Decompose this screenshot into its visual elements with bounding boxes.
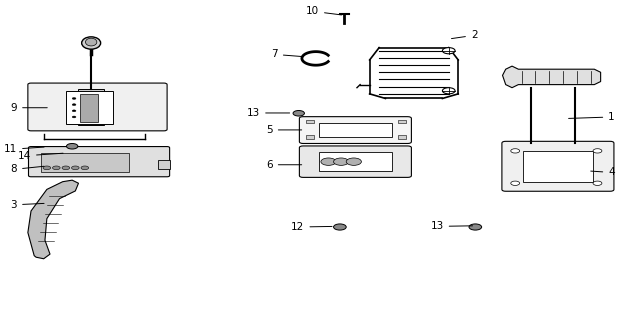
Circle shape	[72, 104, 76, 105]
Text: 6: 6	[266, 160, 301, 170]
FancyBboxPatch shape	[29, 146, 170, 177]
Text: 11: 11	[4, 144, 44, 154]
Circle shape	[62, 166, 70, 170]
Circle shape	[72, 110, 76, 112]
Ellipse shape	[86, 38, 97, 46]
Circle shape	[321, 158, 336, 165]
FancyBboxPatch shape	[28, 83, 167, 131]
Bar	[370, 48, 452, 100]
Circle shape	[442, 48, 455, 54]
Circle shape	[72, 166, 79, 170]
Circle shape	[81, 166, 88, 170]
FancyBboxPatch shape	[502, 141, 614, 191]
Bar	[40, 153, 129, 172]
Circle shape	[43, 166, 51, 170]
Bar	[66, 91, 113, 124]
FancyBboxPatch shape	[300, 146, 412, 177]
Text: 12: 12	[291, 222, 332, 232]
Text: 13: 13	[431, 221, 472, 231]
Circle shape	[72, 116, 76, 118]
Ellipse shape	[82, 37, 100, 49]
Text: 10: 10	[306, 6, 342, 16]
Polygon shape	[28, 180, 79, 259]
Text: 3: 3	[10, 200, 44, 210]
Circle shape	[333, 224, 346, 230]
Circle shape	[511, 149, 520, 153]
Circle shape	[52, 166, 60, 170]
Text: 14: 14	[18, 151, 63, 161]
Bar	[524, 151, 593, 182]
Text: 1: 1	[568, 112, 615, 122]
Circle shape	[67, 143, 78, 149]
Bar	[307, 120, 314, 123]
Circle shape	[593, 181, 602, 185]
Circle shape	[333, 158, 349, 165]
Polygon shape	[502, 66, 600, 88]
Bar	[319, 123, 392, 137]
Bar	[398, 120, 406, 123]
Text: 13: 13	[247, 108, 290, 118]
Text: 5: 5	[266, 125, 301, 135]
Text: 9: 9	[10, 103, 47, 113]
Bar	[79, 89, 104, 125]
Circle shape	[511, 181, 520, 185]
Text: 2: 2	[451, 30, 477, 40]
Circle shape	[72, 98, 76, 100]
Bar	[307, 136, 314, 138]
Text: 4: 4	[591, 167, 615, 178]
Bar	[157, 160, 170, 169]
Circle shape	[293, 110, 305, 116]
Circle shape	[442, 88, 455, 94]
FancyBboxPatch shape	[300, 117, 412, 143]
Circle shape	[346, 158, 362, 165]
Bar	[81, 94, 98, 122]
Circle shape	[469, 224, 482, 230]
Text: 7: 7	[271, 49, 303, 59]
Bar	[319, 152, 392, 171]
Bar	[398, 136, 406, 138]
Text: 8: 8	[10, 165, 44, 174]
Circle shape	[593, 149, 602, 153]
